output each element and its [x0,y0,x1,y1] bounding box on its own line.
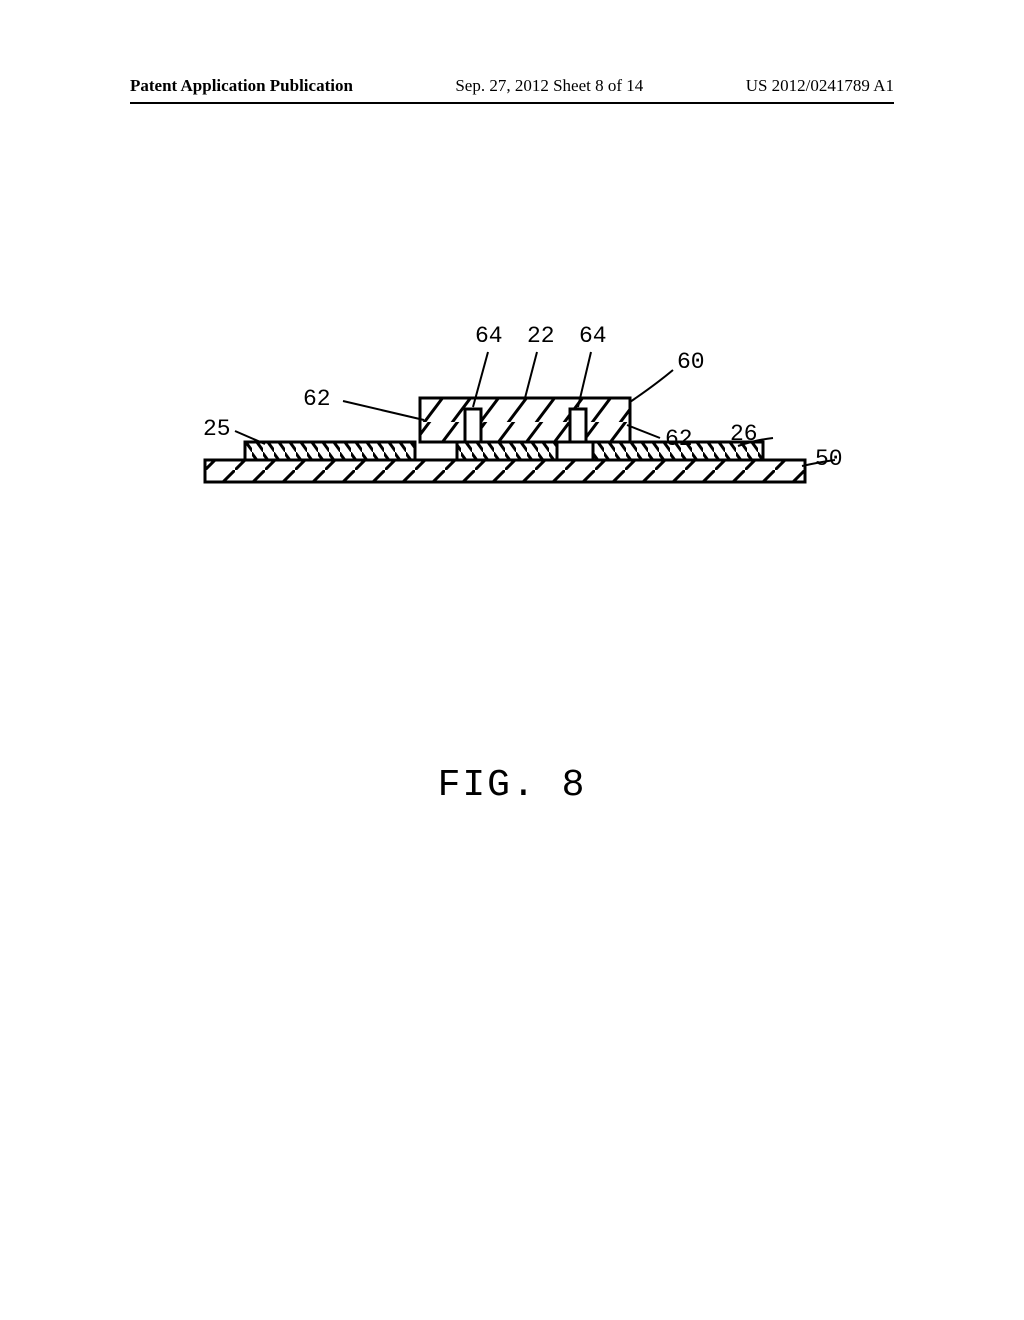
label-64a: 64 [475,323,503,349]
label-25: 25 [203,416,231,442]
figure-svg: 64 22 64 60 62 62 25 26 50 [175,290,855,520]
notch-64-left [465,409,481,442]
label-62a: 62 [303,386,331,412]
page: Patent Application Publication Sep. 27, … [0,0,1024,1320]
label-22: 22 [527,323,555,349]
label-60: 60 [677,349,705,375]
label-64b: 64 [579,323,607,349]
region-substrate-50 [205,460,805,482]
region-metal-25 [245,442,415,460]
region-upper-60 [420,398,630,442]
region-metal-mid [457,442,557,460]
label-62b: 62 [665,426,693,452]
label-26: 26 [730,421,758,447]
notch-64-right [570,409,586,442]
figure-area: 64 22 64 60 62 62 25 26 50 FIG. 8 [0,0,1024,1320]
figure-caption: FIG. 8 [0,764,1024,807]
label-50: 50 [815,446,843,472]
